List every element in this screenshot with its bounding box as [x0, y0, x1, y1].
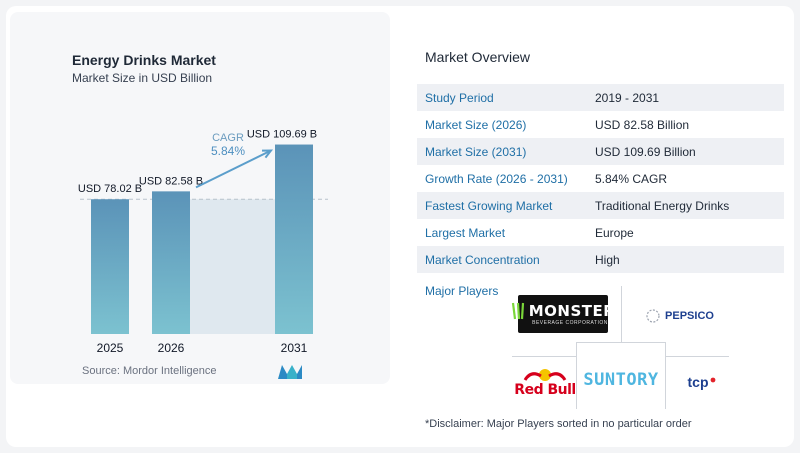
pepsico-logo-text: PEPSICO — [665, 310, 714, 322]
row-value: Europe — [595, 225, 634, 240]
row-value: Traditional Energy Drinks — [595, 198, 730, 213]
mordor-logo-icon — [278, 365, 302, 379]
row-key: Fastest Growing Market — [425, 198, 553, 213]
red-bull-logo: Red Bull — [514, 366, 576, 400]
logo-grid-divider — [621, 286, 622, 342]
row-value: High — [595, 252, 620, 267]
tick-label-2026: 2026 — [158, 341, 185, 355]
overview-table: Study Period 2019 - 2031 Market Size (202… — [417, 84, 784, 273]
tcp-swirl-icon — [710, 377, 715, 383]
disclaimer-text: *Disclaimer: Major Players sorted in no … — [425, 418, 692, 430]
table-row: Market Size (2031) USD 109.69 Billion — [417, 138, 784, 165]
source-text: Source: Mordor Intelligence — [82, 365, 217, 377]
red-bull-logo-text: Red Bull — [514, 382, 576, 398]
chart-title: Energy Drinks Market — [72, 52, 216, 68]
logo-grid-divider — [576, 342, 577, 409]
cagr-label: CAGR — [212, 132, 244, 144]
bar-chart: USD 78.02 B 2025 USD 82.58 B 2026 USD 109.69… — [78, 129, 328, 355]
bar-2031 — [275, 144, 313, 334]
row-value: 2019 - 2031 — [595, 90, 660, 105]
data-label-2031: USD 109.69 B — [247, 129, 317, 141]
row-key: Market Size (2031) — [425, 144, 527, 159]
row-key: Growth Rate (2026 - 2031) — [425, 171, 568, 186]
row-key: Market Size (2026) — [425, 117, 527, 132]
pepsico-globe-icon — [646, 309, 660, 323]
bar-2025 — [91, 199, 129, 334]
cagr-value: 5.84% — [211, 144, 245, 158]
data-label-2025: USD 78.02 B — [78, 183, 142, 195]
tcp-logo-text: tcp — [687, 374, 709, 390]
suntory-logo-text: SUNTORY — [583, 370, 659, 390]
table-row: Study Period 2019 - 2031 — [417, 84, 784, 111]
table-row: Largest Market Europe — [417, 219, 784, 246]
chart-subtitle: Market Size in USD Billion — [72, 71, 213, 85]
table-row: Market Size (2026) USD 82.58 Billion — [417, 111, 784, 138]
cagr-arrowhead — [261, 149, 274, 159]
monster-logo-text: MONSTER — [528, 302, 616, 320]
row-value: USD 82.58 Billion — [595, 117, 690, 132]
pepsico-logo: PEPSICO — [634, 304, 726, 328]
data-label-2026: USD 82.58 B — [139, 175, 203, 187]
monster-logo: MONSTER BEVERAGE CORPORATION — [511, 295, 615, 333]
logo-grid-divider — [665, 342, 666, 409]
monster-logo-subtext: BEVERAGE CORPORATION — [532, 320, 608, 326]
overview-title: Market Overview — [425, 49, 531, 65]
bar-2026 — [152, 191, 190, 334]
row-value: 5.84% CAGR — [595, 171, 668, 186]
suntory-logo: SUNTORY — [580, 366, 662, 394]
table-row: Growth Rate (2026 - 2031) 5.84% CAGR — [417, 165, 784, 192]
cagr-arrow — [195, 149, 272, 189]
red-bull-icon — [523, 369, 567, 381]
major-players-label: Major Players — [425, 284, 499, 298]
tick-label-2025: 2025 — [97, 341, 124, 355]
row-key: Study Period — [425, 90, 494, 105]
row-value: USD 109.69 Billion — [595, 144, 696, 159]
table-row: Fastest Growing Market Traditional Energy… — [417, 192, 784, 219]
row-key: Market Concentration — [425, 252, 540, 267]
logo-grid-divider — [576, 342, 666, 343]
monster-claw-icon — [511, 302, 524, 320]
logo-grid-divider — [512, 356, 576, 357]
tcp-logo: tcp — [682, 370, 722, 394]
table-row: Market Concentration High — [417, 246, 784, 273]
growth-band — [190, 199, 275, 334]
tick-label-2031: 2031 — [281, 341, 308, 355]
row-key: Largest Market — [425, 225, 506, 240]
logo-grid-divider — [665, 356, 729, 357]
